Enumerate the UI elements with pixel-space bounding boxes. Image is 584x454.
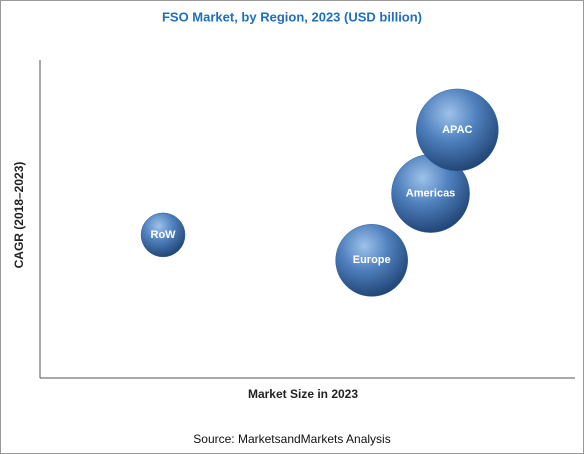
bubble — [140, 212, 186, 258]
x-axis-label: Market Size in 2023 — [248, 387, 358, 401]
bubble — [416, 88, 499, 172]
chart-title: FSO Market, by Region, 2023 (USD billion… — [162, 9, 422, 24]
bubble-label: APAC — [442, 124, 472, 136]
bubble-label: Americas — [406, 187, 456, 199]
bubble — [335, 224, 408, 297]
y-axis-label: CAGR (2018–2023) — [12, 162, 26, 269]
bubble-label: RoW — [151, 229, 177, 241]
bubble-label: Europe — [353, 254, 391, 266]
source: Source: MarketsandMarkets Analysis — [193, 432, 390, 446]
